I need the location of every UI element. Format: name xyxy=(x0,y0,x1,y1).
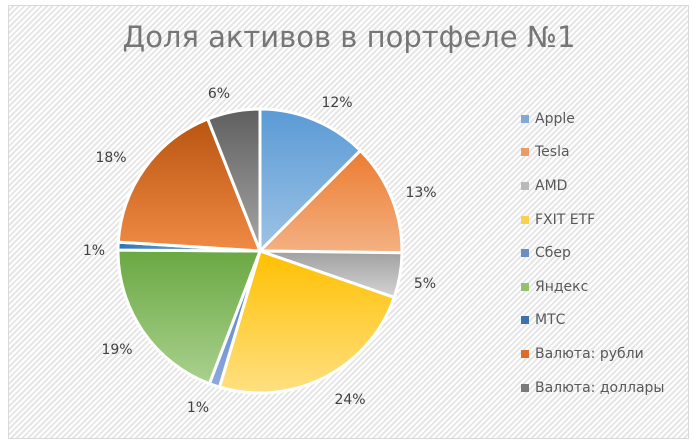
legend-swatch xyxy=(521,282,529,291)
pie-slice-usd xyxy=(206,107,262,253)
data-label-tesla: 13% xyxy=(405,185,436,201)
legend-swatch xyxy=(521,349,529,358)
legend-swatch xyxy=(521,181,529,190)
data-label-apple: 12% xyxy=(321,95,352,111)
data-label-fxit: 24% xyxy=(334,392,365,408)
legend-swatch xyxy=(521,383,529,392)
data-label-yandex: 19% xyxy=(101,342,132,358)
pie-slice-yandex xyxy=(116,248,262,386)
pie-slice-fxit xyxy=(218,249,396,395)
legend-swatch xyxy=(521,249,529,258)
data-label-usd: 6% xyxy=(208,86,230,102)
legend-item-apple: Apple xyxy=(521,102,681,136)
legend-item-fxit: FXIT ETF xyxy=(521,203,681,237)
pie-slice-rub xyxy=(116,117,262,253)
legend-item-tesla: Tesla xyxy=(521,136,681,170)
legend-item-sber: Сбер xyxy=(521,236,681,270)
legend-item-yandex: Яндекс xyxy=(521,270,681,304)
legend-swatch xyxy=(521,215,529,224)
data-label-mts: 1% xyxy=(83,243,105,259)
pie-slice-apple xyxy=(258,107,362,253)
legend-swatch xyxy=(521,316,529,325)
data-label-amd: 5% xyxy=(414,276,436,292)
data-label-sber: 1% xyxy=(187,400,209,416)
legend-swatch xyxy=(521,114,529,123)
legend-item-usd: Валюта: доллары xyxy=(521,371,681,405)
legend-swatch xyxy=(521,148,529,157)
legend-item-rub: Валюта: рубли xyxy=(521,337,681,371)
pie-slice-tesla xyxy=(258,149,404,255)
chart-title: Доля активов в портфеле №1 xyxy=(122,20,576,54)
legend-item-mts: МТС xyxy=(521,304,681,338)
data-label-rub: 18% xyxy=(95,150,126,166)
legend-item-amd: AMD xyxy=(521,169,681,203)
chart-legend: Apple Tesla AMD FXIT ETF Сбер Яндекс МТС… xyxy=(521,102,681,404)
